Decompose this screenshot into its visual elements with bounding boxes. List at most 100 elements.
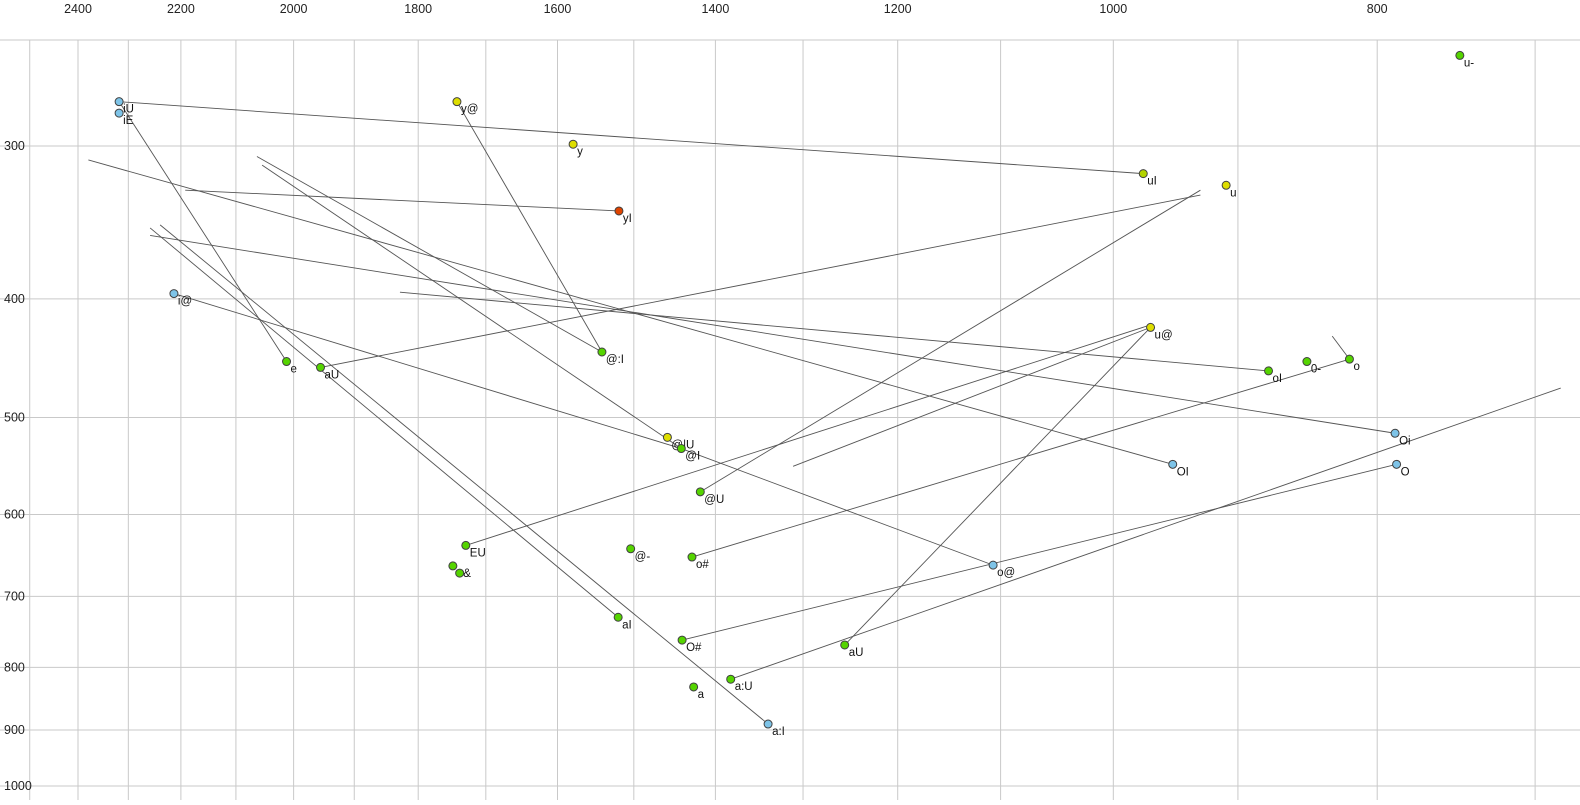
x-tick-label: 1000 <box>1099 2 1127 16</box>
x-tick-label: 1600 <box>544 2 572 16</box>
point-label: a:I <box>772 726 785 738</box>
data-point-O# <box>677 635 687 645</box>
trajectory-line <box>456 101 603 353</box>
trajectory-line <box>681 463 1397 641</box>
data-point <box>455 568 465 578</box>
data-point-aI <box>613 612 623 622</box>
point-label: y <box>577 146 583 158</box>
trajectory-line <box>149 227 619 618</box>
trajectory-line <box>119 101 1144 175</box>
point-label: i@ <box>178 296 192 308</box>
data-point-a:I <box>763 719 773 729</box>
y-tick-label: 400 <box>4 292 25 306</box>
y-tick-label: 600 <box>4 507 25 521</box>
x-tick-label: 2400 <box>64 2 92 16</box>
data-point-OI <box>1168 459 1178 469</box>
trajectory-line <box>185 189 619 212</box>
trajectory-line <box>150 235 1396 434</box>
data-point-iE <box>114 108 124 118</box>
point-label: uI <box>1147 176 1157 188</box>
data-point-Oi <box>1390 428 1400 438</box>
x-tick-label: 2000 <box>280 2 308 16</box>
data-point-@- <box>626 544 636 554</box>
data-point-i@ <box>169 289 179 299</box>
data-point-o# <box>687 552 697 562</box>
point-label: Oi <box>1399 435 1411 447</box>
trajectory-line <box>792 326 1151 467</box>
trajectory-line <box>465 324 1151 546</box>
data-point-@:I <box>597 347 607 357</box>
trajectory-line <box>691 358 1350 558</box>
data-point-EU <box>461 540 471 550</box>
y-tick-label: 900 <box>4 723 25 737</box>
data-point-yI <box>614 206 624 216</box>
point-label: o# <box>696 559 709 571</box>
trajectory-line <box>844 327 1151 646</box>
data-point-a:U <box>726 674 736 684</box>
point-label: u@ <box>1155 329 1173 341</box>
point-label: e <box>291 364 297 376</box>
point-label: O <box>1401 466 1410 478</box>
trajectory-line <box>118 101 287 362</box>
trajectory-line <box>256 156 603 353</box>
point-label: a:U <box>735 681 753 693</box>
data-point-a <box>689 682 699 692</box>
data-point-u@ <box>1146 322 1156 332</box>
point-label: aI <box>622 619 632 631</box>
point-label: @:I <box>606 354 624 366</box>
point-label: o <box>1353 361 1359 373</box>
x-tick-label: 800 <box>1367 2 1388 16</box>
x-tick-label: 1200 <box>884 2 912 16</box>
trajectory-line <box>681 448 994 566</box>
data-point-aU <box>316 362 326 372</box>
point-label: o@ <box>997 567 1015 579</box>
data-point-@|U <box>662 432 672 442</box>
data-point-y <box>568 139 578 149</box>
point-label: 0- <box>1311 364 1321 376</box>
data-point-o@ <box>988 560 998 570</box>
trajectory-line <box>159 224 769 725</box>
trajectory-line <box>261 164 682 449</box>
data-point-iU <box>114 97 124 107</box>
trajectory-line <box>320 194 1201 368</box>
x-tick-label: 1400 <box>702 2 730 16</box>
trajectory-line <box>700 189 1201 493</box>
point-label: iE <box>123 115 134 127</box>
data-point-O <box>1392 459 1402 469</box>
trajectory-line <box>730 387 1561 680</box>
data-point-0- <box>1302 357 1312 367</box>
point-label: y@ <box>461 104 478 116</box>
y-tick-label: 700 <box>4 589 25 603</box>
point-label: iU <box>123 104 134 116</box>
x-tick-label: 2200 <box>167 2 195 16</box>
data-point-u <box>1221 180 1231 190</box>
point-label: u <box>1230 187 1236 199</box>
point-label: aU <box>849 647 864 659</box>
trajectory-line <box>399 291 1269 372</box>
data-point-@U <box>695 487 705 497</box>
data-point-@I <box>676 444 686 454</box>
x-tick-label: 1800 <box>404 2 432 16</box>
data-point-uI <box>1138 169 1148 179</box>
point-label: oI <box>1273 373 1283 385</box>
x-axis-labels: 2400 2200 2000 1800 1600 1400 1200 1000 800 <box>64 2 1388 16</box>
data-point-u- <box>1455 50 1465 60</box>
y-tick-label: 1000 <box>4 779 32 793</box>
y-axis-labels: 300 400 500 600 700 800 900 1000 <box>4 139 32 793</box>
point-label: a <box>698 689 705 701</box>
data-point-aU <box>840 640 850 650</box>
point-label: aU <box>325 369 340 381</box>
point-label: @- <box>635 551 651 563</box>
y-tick-label: 500 <box>4 411 25 425</box>
grid-layer <box>0 39 1580 800</box>
y-tick-label: 800 <box>4 660 25 674</box>
point-label: OI <box>1177 466 1189 478</box>
point-label: u- <box>1464 57 1474 69</box>
point-label: yI <box>623 213 632 225</box>
point-layer: u-iUiEy@yuIuyIi@u@0-ooI@:IeaU@|U@IOIOiO@… <box>114 50 1474 738</box>
segment-layer <box>88 101 1561 725</box>
data-point-e <box>282 357 292 367</box>
point-label: O# <box>686 642 702 654</box>
data-point-y@ <box>452 97 462 107</box>
